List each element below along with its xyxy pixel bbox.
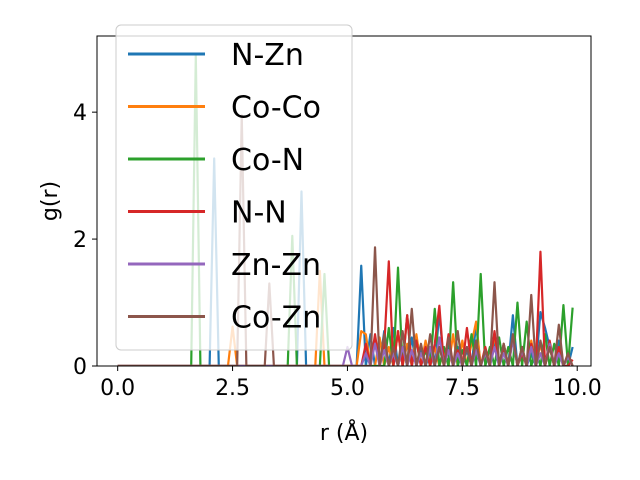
y-tick-label: 0 (73, 355, 87, 380)
y-axis: 0 2 4 (73, 101, 97, 380)
x-tick-label: 7.5 (445, 376, 480, 401)
legend: N-Zn Co-Co Co-N N-N Zn-Zn Co-Zn (115, 24, 353, 351)
y-axis-label: g(r) (38, 181, 63, 221)
y-tick-label: 4 (73, 101, 87, 126)
legend-label-zn-zn: Zn-Zn (231, 248, 321, 283)
legend-label-n-zn: N-Zn (231, 38, 304, 73)
x-tick-label: 10.0 (553, 376, 602, 401)
series-line-co-zn (117, 114, 574, 366)
x-tick-label: 2.5 (215, 376, 250, 401)
x-tick-label: 0.0 (100, 376, 135, 401)
series-line-n-n (117, 250, 574, 366)
legend-label-n-n: N-N (231, 196, 287, 231)
y-tick-label: 2 (73, 228, 87, 253)
legend-label-co-n: Co-N (231, 143, 304, 178)
legend-label-co-zn: Co-Zn (231, 301, 321, 336)
series-line-zn-zn (117, 336, 574, 366)
x-axis-label: r (Å) (320, 419, 368, 446)
legend-label-co-co: Co-Co (231, 91, 321, 126)
x-axis: 0.0 2.5 5.0 7.5 10.0 (100, 366, 602, 401)
x-tick-label: 5.0 (330, 376, 365, 401)
